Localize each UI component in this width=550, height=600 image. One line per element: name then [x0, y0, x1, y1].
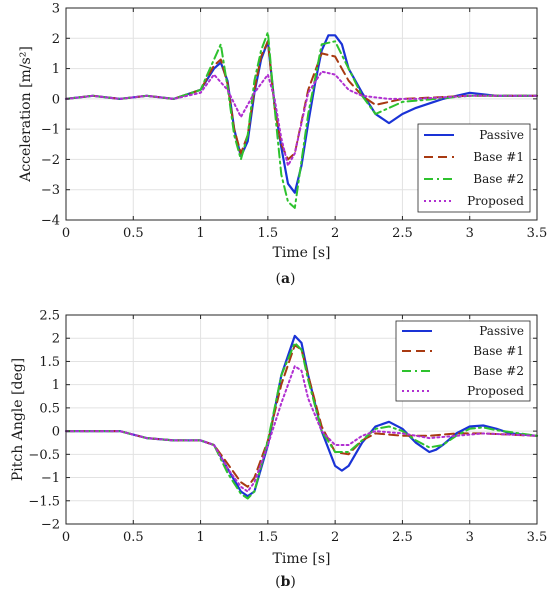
- chart-panel-b: 0 0.5 1 1.5 2 2.5 3 3.5 −2 −1.5 −1 −0.5 0 0.5 1 1.5 2 2.5…: [10, 309, 547, 591]
- y-axis-label: Acceleration [m/s²]: [18, 46, 34, 183]
- chart-panel-a: 0 0.5 1 1.5 2 2.5 3 3.5 −4 −3 −2 −1 0 1 2 3 Time [s] Acce…: [18, 2, 547, 288]
- x-tick-label: 2: [331, 530, 339, 545]
- y-tick-label: −2: [41, 153, 60, 168]
- legend: Passive Base #1 Base #2 Proposed: [395, 320, 531, 402]
- series-line-base-2: [65, 31, 538, 209]
- y-tick-label: −4: [41, 214, 60, 229]
- x-tick-label: 0: [62, 530, 70, 545]
- y-tick-label: 1: [52, 62, 60, 77]
- series-line-passive: [64, 34, 539, 194]
- x-tick-label: 1.5: [258, 226, 279, 241]
- x-tick-label: 0.5: [123, 530, 144, 545]
- x-tick-label: 1: [196, 530, 204, 545]
- y-tick-label: −2: [41, 518, 60, 533]
- x-tick-label: 3.5: [527, 226, 548, 241]
- series-line-proposed: [65, 365, 538, 493]
- y-tick-label: −1: [41, 471, 60, 486]
- legend: Passive Base #1 Base #2 Proposed: [417, 123, 531, 213]
- y-tick-label: −1: [41, 123, 60, 138]
- legend-label: Proposed: [467, 194, 524, 208]
- series-line-base-1: [65, 40, 538, 161]
- y-tick-label: 0: [52, 92, 60, 107]
- y-tick-label: −1.5: [28, 494, 60, 509]
- legend-label: Passive: [479, 324, 524, 338]
- x-tick-label: 2: [331, 226, 339, 241]
- y-tick-label: 1.5: [39, 355, 60, 370]
- x-tick-label: 3: [466, 226, 474, 241]
- legend-label: Base #2: [473, 172, 524, 186]
- x-tick-label: 0: [62, 226, 70, 241]
- y-tick-label: 2: [52, 332, 60, 347]
- x-axis-label: Time [s]: [273, 551, 331, 567]
- axes-frame: [65, 7, 538, 221]
- legend-label: Base #1: [473, 344, 524, 358]
- y-tick-label: 2.5: [39, 309, 60, 324]
- y-tick-label: −0.5: [28, 448, 60, 463]
- legend-label: Proposed: [467, 384, 524, 398]
- y-tick-label: 0.5: [39, 401, 60, 416]
- x-tick-label: 3: [466, 530, 474, 545]
- legend-box: [417, 123, 531, 213]
- x-axis-label: Time [s]: [273, 245, 331, 261]
- x-tick-label: 2.5: [392, 530, 413, 545]
- y-tick-label: 2: [52, 32, 60, 47]
- legend-label: Passive: [479, 128, 524, 142]
- y-tick-label: 0: [52, 425, 60, 440]
- x-tick-label: 2.5: [392, 226, 413, 241]
- legend-label: Base #2: [473, 364, 524, 378]
- axes-frame: [65, 314, 538, 525]
- legend-label: Base #1: [473, 150, 524, 164]
- series-line-proposed: [65, 70, 538, 167]
- y-axis-label: Pitch Angle [deg]: [10, 358, 26, 481]
- legend-box: [395, 320, 531, 402]
- y-tick-label: 3: [52, 2, 60, 17]
- x-tick-label: 1: [196, 226, 204, 241]
- y-tick-label: 1: [52, 378, 60, 393]
- y-tick-label: −3: [41, 183, 60, 198]
- panel-caption: (a): [275, 271, 295, 287]
- x-tick-label: 0.5: [123, 226, 144, 241]
- panel-caption: (b): [275, 574, 296, 590]
- x-tick-label: 1.5: [258, 530, 279, 545]
- x-tick-label: 3.5: [527, 530, 548, 545]
